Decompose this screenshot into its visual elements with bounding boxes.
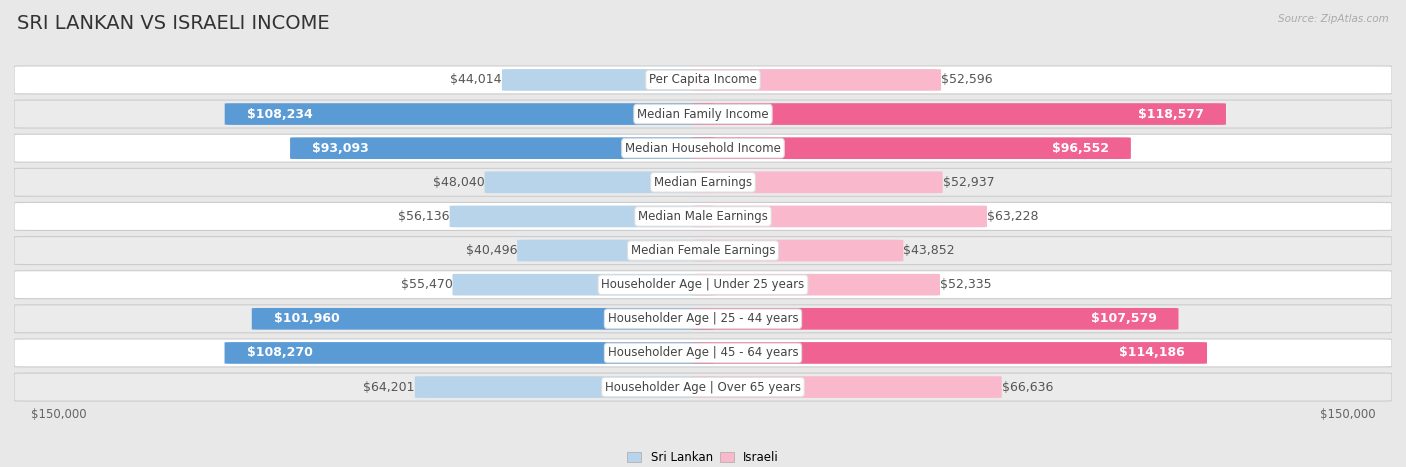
Text: SRI LANKAN VS ISRAELI INCOME: SRI LANKAN VS ISRAELI INCOME [17,14,329,33]
Text: $55,470: $55,470 [401,278,453,291]
FancyBboxPatch shape [692,205,987,227]
FancyBboxPatch shape [453,274,714,296]
FancyBboxPatch shape [14,237,1392,264]
Text: $114,186: $114,186 [1119,347,1185,360]
FancyBboxPatch shape [14,339,1392,367]
Text: Per Capita Income: Per Capita Income [650,73,756,86]
FancyBboxPatch shape [14,168,1392,196]
Text: $48,040: $48,040 [433,176,485,189]
Text: $44,014: $44,014 [450,73,502,86]
FancyBboxPatch shape [692,69,941,91]
FancyBboxPatch shape [415,376,714,398]
Text: Median Household Income: Median Household Income [626,142,780,155]
FancyBboxPatch shape [692,342,1206,364]
FancyBboxPatch shape [14,305,1392,333]
Text: $107,579: $107,579 [1091,312,1156,325]
FancyBboxPatch shape [692,376,1001,398]
Text: $118,577: $118,577 [1137,107,1204,120]
Text: $52,596: $52,596 [941,73,993,86]
Text: $101,960: $101,960 [274,312,340,325]
Text: Householder Age | Under 25 years: Householder Age | Under 25 years [602,278,804,291]
Text: $108,234: $108,234 [246,107,312,120]
Text: $63,228: $63,228 [987,210,1039,223]
Text: $43,852: $43,852 [903,244,955,257]
Text: $40,496: $40,496 [465,244,517,257]
FancyBboxPatch shape [692,308,1178,330]
FancyBboxPatch shape [517,240,714,262]
Text: Source: ZipAtlas.com: Source: ZipAtlas.com [1278,14,1389,24]
Text: Householder Age | 25 - 44 years: Householder Age | 25 - 44 years [607,312,799,325]
FancyBboxPatch shape [14,203,1392,230]
Text: $150,000: $150,000 [1320,408,1375,421]
FancyBboxPatch shape [14,100,1392,128]
FancyBboxPatch shape [14,66,1392,94]
Text: Householder Age | Over 65 years: Householder Age | Over 65 years [605,381,801,394]
Text: $150,000: $150,000 [31,408,86,421]
Text: Median Family Income: Median Family Income [637,107,769,120]
FancyBboxPatch shape [692,103,1226,125]
Text: Median Male Earnings: Median Male Earnings [638,210,768,223]
Text: $96,552: $96,552 [1052,142,1109,155]
FancyBboxPatch shape [225,342,714,364]
Text: $64,201: $64,201 [363,381,415,394]
Text: $52,937: $52,937 [942,176,994,189]
FancyBboxPatch shape [290,137,714,159]
Text: $93,093: $93,093 [312,142,368,155]
FancyBboxPatch shape [692,137,1130,159]
FancyBboxPatch shape [692,171,942,193]
FancyBboxPatch shape [692,240,903,262]
FancyBboxPatch shape [252,308,714,330]
FancyBboxPatch shape [14,373,1392,401]
Text: Median Earnings: Median Earnings [654,176,752,189]
FancyBboxPatch shape [502,69,714,91]
FancyBboxPatch shape [692,274,941,296]
FancyBboxPatch shape [14,271,1392,299]
Legend: Sri Lankan, Israeli: Sri Lankan, Israeli [623,446,783,467]
Text: $108,270: $108,270 [246,347,312,360]
Text: $66,636: $66,636 [1001,381,1053,394]
Text: $52,335: $52,335 [941,278,991,291]
Text: Householder Age | 45 - 64 years: Householder Age | 45 - 64 years [607,347,799,360]
FancyBboxPatch shape [485,171,714,193]
FancyBboxPatch shape [225,103,714,125]
Text: $56,136: $56,136 [398,210,450,223]
FancyBboxPatch shape [14,134,1392,162]
Text: Median Female Earnings: Median Female Earnings [631,244,775,257]
FancyBboxPatch shape [450,205,714,227]
